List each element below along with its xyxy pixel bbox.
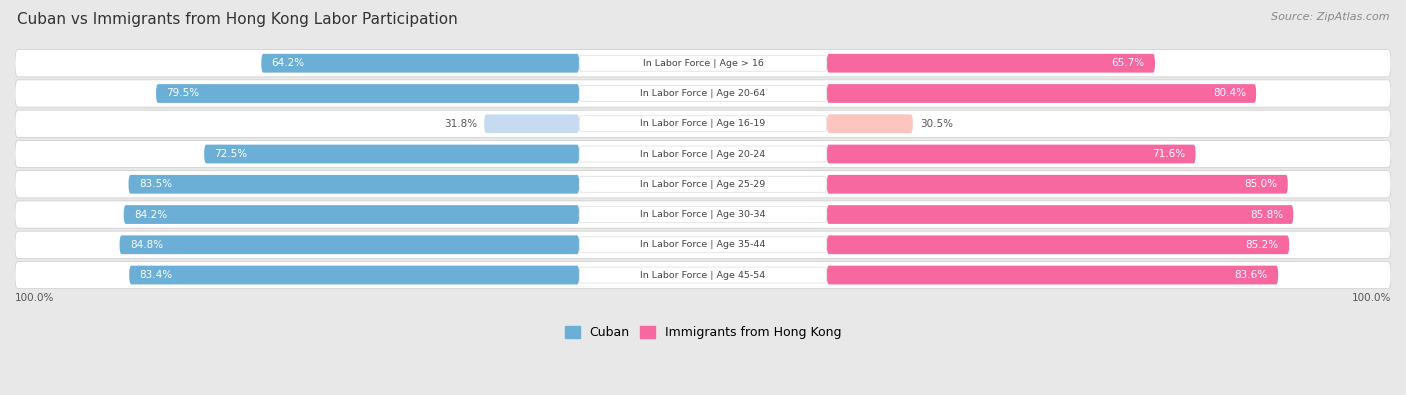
Text: 85.0%: 85.0% xyxy=(1244,179,1278,189)
FancyBboxPatch shape xyxy=(827,84,1256,103)
Text: In Labor Force | Age 30-34: In Labor Force | Age 30-34 xyxy=(640,210,766,219)
Text: 31.8%: 31.8% xyxy=(444,119,477,129)
Text: 84.2%: 84.2% xyxy=(134,209,167,220)
FancyBboxPatch shape xyxy=(579,267,827,283)
FancyBboxPatch shape xyxy=(827,115,912,133)
Text: 84.8%: 84.8% xyxy=(129,240,163,250)
FancyBboxPatch shape xyxy=(579,146,827,162)
Text: In Labor Force | Age 16-19: In Labor Force | Age 16-19 xyxy=(640,119,766,128)
Text: 72.5%: 72.5% xyxy=(215,149,247,159)
Text: 30.5%: 30.5% xyxy=(920,119,953,129)
Text: 100.0%: 100.0% xyxy=(15,293,55,303)
FancyBboxPatch shape xyxy=(204,145,579,164)
FancyBboxPatch shape xyxy=(156,84,579,103)
Text: In Labor Force | Age 35-44: In Labor Force | Age 35-44 xyxy=(640,240,766,249)
FancyBboxPatch shape xyxy=(15,110,1391,137)
Text: Source: ZipAtlas.com: Source: ZipAtlas.com xyxy=(1271,12,1389,22)
Text: 83.6%: 83.6% xyxy=(1234,270,1268,280)
FancyBboxPatch shape xyxy=(129,266,579,284)
FancyBboxPatch shape xyxy=(579,55,827,71)
FancyBboxPatch shape xyxy=(262,54,579,73)
FancyBboxPatch shape xyxy=(15,80,1391,107)
FancyBboxPatch shape xyxy=(579,116,827,132)
Text: Cuban vs Immigrants from Hong Kong Labor Participation: Cuban vs Immigrants from Hong Kong Labor… xyxy=(17,12,457,27)
FancyBboxPatch shape xyxy=(15,140,1391,167)
FancyBboxPatch shape xyxy=(579,237,827,253)
Text: 83.4%: 83.4% xyxy=(139,270,173,280)
Legend: Cuban, Immigrants from Hong Kong: Cuban, Immigrants from Hong Kong xyxy=(565,326,841,339)
FancyBboxPatch shape xyxy=(827,205,1294,224)
Text: 85.8%: 85.8% xyxy=(1250,209,1284,220)
FancyBboxPatch shape xyxy=(827,235,1289,254)
FancyBboxPatch shape xyxy=(484,115,579,133)
FancyBboxPatch shape xyxy=(128,175,579,194)
FancyBboxPatch shape xyxy=(827,145,1195,164)
Text: 64.2%: 64.2% xyxy=(271,58,305,68)
Text: 65.7%: 65.7% xyxy=(1112,58,1144,68)
FancyBboxPatch shape xyxy=(15,201,1391,228)
FancyBboxPatch shape xyxy=(579,86,827,102)
FancyBboxPatch shape xyxy=(124,205,579,224)
FancyBboxPatch shape xyxy=(15,261,1391,289)
FancyBboxPatch shape xyxy=(579,176,827,192)
Text: 71.6%: 71.6% xyxy=(1152,149,1185,159)
Text: In Labor Force | Age 20-64: In Labor Force | Age 20-64 xyxy=(640,89,766,98)
FancyBboxPatch shape xyxy=(15,50,1391,77)
Text: In Labor Force | Age 20-24: In Labor Force | Age 20-24 xyxy=(640,150,766,158)
Text: 79.5%: 79.5% xyxy=(166,88,200,98)
Text: In Labor Force | Age > 16: In Labor Force | Age > 16 xyxy=(643,59,763,68)
FancyBboxPatch shape xyxy=(827,175,1288,194)
Text: 80.4%: 80.4% xyxy=(1213,88,1246,98)
Text: In Labor Force | Age 45-54: In Labor Force | Age 45-54 xyxy=(640,271,766,280)
FancyBboxPatch shape xyxy=(579,207,827,222)
Text: In Labor Force | Age 25-29: In Labor Force | Age 25-29 xyxy=(640,180,766,189)
FancyBboxPatch shape xyxy=(15,231,1391,258)
FancyBboxPatch shape xyxy=(827,266,1278,284)
FancyBboxPatch shape xyxy=(15,171,1391,198)
Text: 83.5%: 83.5% xyxy=(139,179,172,189)
Text: 100.0%: 100.0% xyxy=(1351,293,1391,303)
FancyBboxPatch shape xyxy=(120,235,579,254)
Text: 85.2%: 85.2% xyxy=(1246,240,1279,250)
FancyBboxPatch shape xyxy=(827,54,1154,73)
